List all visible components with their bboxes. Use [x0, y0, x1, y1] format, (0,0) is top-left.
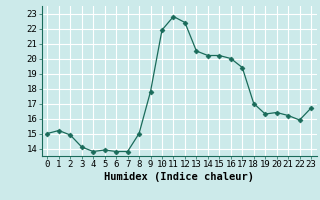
X-axis label: Humidex (Indice chaleur): Humidex (Indice chaleur) — [104, 172, 254, 182]
